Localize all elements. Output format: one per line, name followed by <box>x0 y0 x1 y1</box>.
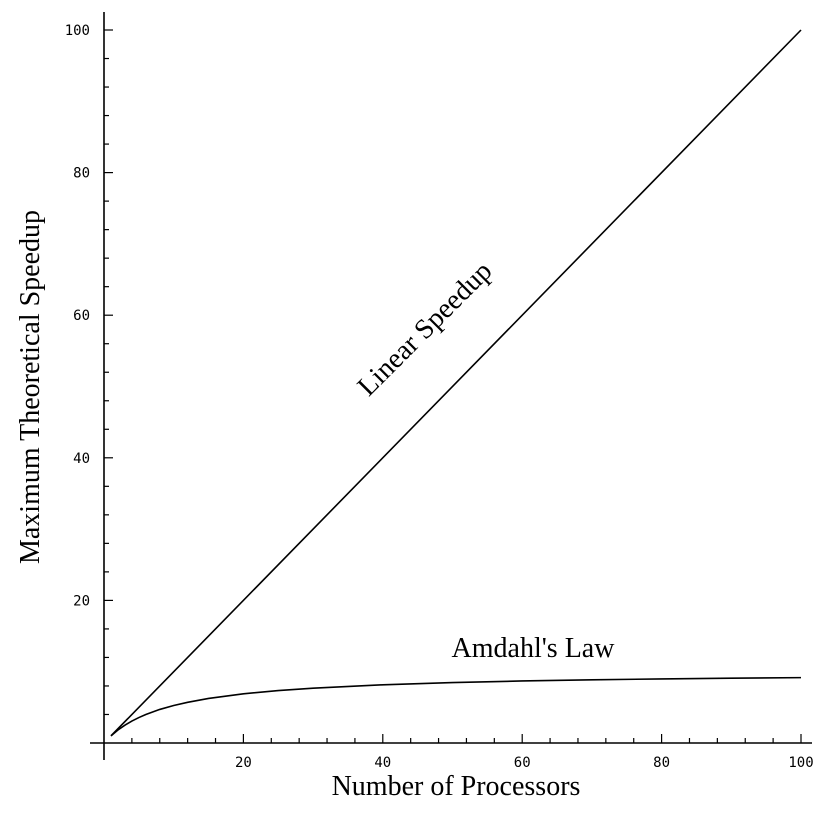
amdahls-law-line <box>110 676 802 737</box>
y-tick-label: 60 <box>73 308 90 324</box>
x-axis-title: Number of Processors <box>332 771 581 802</box>
y-tick-label: 20 <box>73 593 90 609</box>
amdahls-law-label: Amdahl's Law <box>452 633 616 664</box>
x-tick-label: 100 <box>788 755 813 771</box>
y-tick-label: 40 <box>73 451 90 467</box>
ticks: 20 40 60 80 100 20 40 60 80 100 <box>65 23 814 771</box>
y-axis-title: Maximum Theoretical Speedup <box>15 210 46 564</box>
x-tick-label: 20 <box>235 755 252 771</box>
y-tick-label: 100 <box>65 23 90 39</box>
x-tick-label: 60 <box>514 755 531 771</box>
x-tick-label: 80 <box>653 755 670 771</box>
series-layer <box>110 29 802 737</box>
y-tick-label: 80 <box>73 166 90 182</box>
linear-speedup-label: Linear Speedup <box>352 256 499 403</box>
axes <box>90 12 812 760</box>
x-tick-label: 40 <box>374 755 391 771</box>
linear-speedup-line <box>110 29 802 737</box>
